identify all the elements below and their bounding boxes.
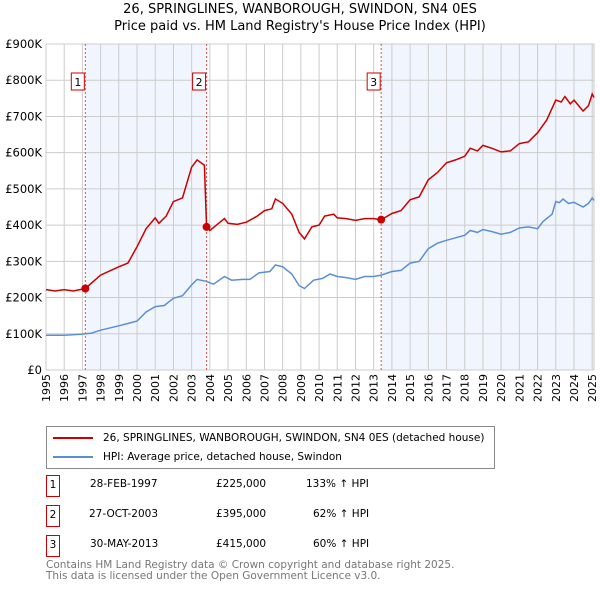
hpi-line	[46, 196, 595, 336]
sale-date: 30-MAY-2013	[90, 538, 159, 550]
legend-label: HPI: Average price, detached house, Swin…	[103, 451, 342, 463]
x-tick-label: 2014	[386, 374, 399, 402]
y-tick-label: £700K	[5, 109, 42, 123]
chart-subtitle: Price paid vs. HM Land Registry's House …	[114, 19, 486, 34]
sale-price: £225,000	[216, 478, 267, 490]
sale-price: £395,000	[216, 508, 267, 520]
sale-label-box	[192, 72, 207, 91]
x-tick-label: 2011	[331, 374, 344, 402]
sale-hpi: 62% ↑ HPI	[313, 508, 370, 520]
price-line	[45, 92, 595, 292]
chart-plot: 1995 1996 1997 1998 1999 2000 2001 2002 2003 2004…	[5, 37, 599, 402]
x-tick-label: 1999	[113, 374, 126, 402]
sale-label-box	[70, 72, 85, 91]
x-tick-label: 2013	[368, 374, 381, 402]
y-tick-label: £500K	[5, 182, 42, 196]
x-tick-label: 2025	[586, 374, 599, 402]
sale-marker-badge: 1	[46, 475, 60, 497]
x-tick-label: 2023	[550, 374, 563, 402]
x-tick-label: 2018	[459, 374, 472, 402]
sale-point	[377, 215, 386, 224]
x-tick-label: 2001	[149, 374, 162, 402]
x-tick-label: 2015	[404, 374, 417, 402]
x-tick-label: 1996	[58, 374, 71, 402]
sale-point	[81, 284, 90, 293]
sale-label: 1	[74, 76, 81, 89]
footer-line-2: This data is licensed under the Open Gov…	[46, 570, 381, 582]
shaded-period	[381, 44, 594, 370]
sale-price: £415,000	[216, 538, 267, 550]
x-tick-label: 2012	[350, 374, 363, 402]
y-tick-label: £200K	[5, 291, 42, 305]
x-tick-label: 2020	[495, 374, 508, 402]
legend-swatch-blue	[53, 456, 93, 458]
x-tick-label: 2022	[532, 374, 545, 402]
x-tick-label: 2009	[295, 374, 308, 402]
sale-label-box	[366, 72, 381, 91]
sale-date: 28-FEB-1997	[90, 478, 158, 490]
x-tick-label: 2016	[422, 374, 435, 402]
x-tick-label: 2007	[258, 374, 271, 402]
sale-hpi: 133% ↑ HPI	[306, 478, 369, 490]
plot-frame	[45, 43, 595, 371]
sale-point	[202, 222, 211, 231]
x-tick-label: 2005	[222, 374, 235, 402]
y-tick-label: £800K	[5, 73, 42, 87]
x-tick-label: 1997	[76, 374, 89, 402]
y-tick-label: £600K	[5, 146, 42, 160]
footer-line-1: Contains HM Land Registry data © Crown c…	[46, 559, 455, 571]
y-tick-label: £900K	[5, 37, 42, 51]
x-tick-label: 2002	[167, 374, 180, 402]
x-tick-label: 1998	[95, 374, 108, 402]
sale-label: 2	[196, 76, 203, 89]
x-tick-label: 2003	[186, 374, 199, 402]
x-tick-label: 2024	[568, 374, 581, 402]
sale-marker-badge: 2	[46, 505, 60, 527]
shaded-period	[85, 44, 207, 370]
legend: 26, SPRINGLINES, WANBOROUGH, SWINDON, SN…	[46, 426, 495, 469]
sale-hpi: 60% ↑ HPI	[313, 538, 370, 550]
sale-date: 27-OCT-2003	[89, 508, 158, 520]
y-tick-label: £0	[27, 363, 42, 377]
legend-label: 26, SPRINGLINES, WANBOROUGH, SWINDON, SN…	[103, 432, 485, 444]
sale-marker-badge: 3	[46, 535, 60, 557]
x-tick-label: 2010	[313, 374, 326, 402]
legend-swatch-red	[53, 437, 93, 439]
x-tick-label: 2008	[277, 374, 290, 402]
x-tick-label: 2019	[477, 374, 490, 402]
x-tick-label: 2006	[240, 374, 253, 402]
footer: Contains HM Land Registry data © Crown c…	[46, 560, 454, 582]
legend-item-property: 26, SPRINGLINES, WANBOROUGH, SWINDON, SN…	[53, 432, 484, 444]
y-tick-label: £100K	[5, 327, 42, 341]
y-tick-label: £400K	[5, 218, 42, 232]
x-tick-label: 2021	[513, 374, 526, 402]
legend-item-hpi: HPI: Average price, detached house, Swin…	[53, 451, 342, 463]
sale-label: 3	[370, 76, 377, 89]
x-tick-label: 2000	[131, 374, 144, 402]
chart-title: 26, SPRINGLINES, WANBOROUGH, SWINDON, SN…	[123, 2, 477, 17]
x-tick-label: 2017	[441, 374, 454, 402]
x-tick-label: 2004	[204, 374, 217, 402]
x-tick-label: 1995	[40, 374, 53, 402]
y-tick-label: £300K	[5, 254, 42, 268]
